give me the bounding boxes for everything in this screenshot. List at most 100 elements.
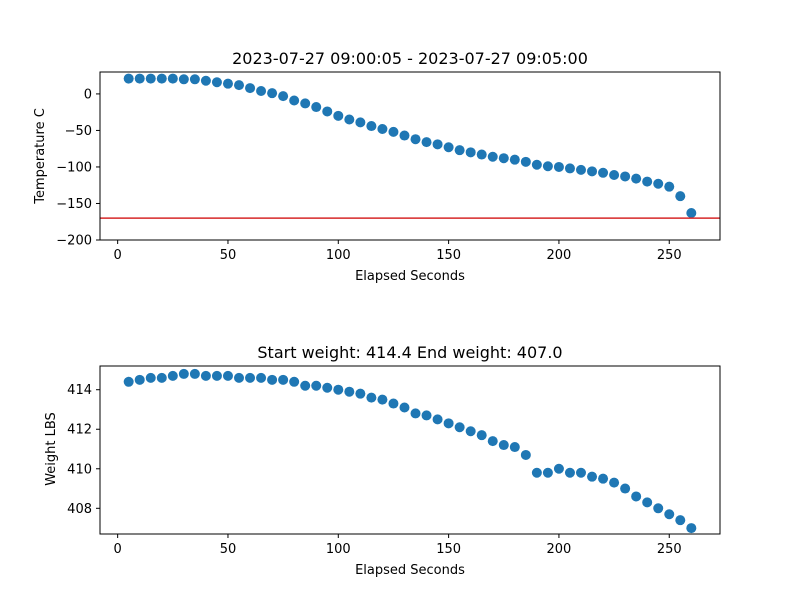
data-point	[410, 134, 421, 145]
y-tick-label: −100	[56, 160, 92, 175]
data-point	[145, 372, 156, 383]
data-point	[344, 386, 355, 397]
data-point	[256, 372, 267, 383]
data-point	[123, 376, 134, 387]
data-point	[355, 388, 366, 399]
data-point	[222, 78, 233, 89]
data-point	[520, 156, 531, 167]
data-point	[410, 408, 421, 419]
data-point	[564, 163, 575, 174]
data-point	[686, 207, 697, 218]
y-tick-label: 0	[84, 87, 92, 102]
data-point	[355, 117, 366, 128]
data-point	[487, 436, 498, 447]
y-tick-label: −50	[65, 124, 92, 139]
data-point	[399, 130, 410, 141]
data-point	[377, 123, 388, 134]
y-tick-label: 414	[67, 383, 92, 398]
data-point	[631, 491, 642, 502]
data-point	[333, 110, 344, 121]
x-tick-label: 100	[326, 248, 351, 263]
y-tick-label: −150	[56, 197, 92, 212]
data-point	[564, 467, 575, 478]
data-point	[189, 74, 200, 85]
data-point	[300, 380, 311, 391]
data-point	[432, 414, 443, 425]
data-point	[234, 80, 245, 91]
data-point	[664, 181, 675, 192]
data-point	[609, 169, 620, 180]
chart-title: Start weight: 414.4 End weight: 407.0	[257, 343, 562, 362]
data-point	[598, 473, 609, 484]
data-point	[211, 370, 222, 381]
data-point	[498, 153, 509, 164]
y-axis-label: Weight LBS	[44, 412, 59, 486]
data-point	[322, 382, 333, 393]
data-point	[587, 166, 598, 177]
data-point	[531, 467, 542, 478]
data-point	[289, 376, 300, 387]
data-point	[443, 142, 454, 153]
y-tick-label: 412	[67, 423, 92, 438]
data-point	[399, 402, 410, 413]
x-tick-label: 100	[326, 542, 351, 557]
data-point	[200, 75, 211, 86]
data-point	[664, 509, 675, 520]
y-tick-label: 408	[67, 502, 92, 517]
chart-title: 2023-07-27 09:00:05 - 2023-07-27 09:05:0…	[232, 49, 588, 68]
data-point	[145, 73, 156, 84]
x-axis-label: Elapsed Seconds	[355, 563, 465, 578]
data-point	[178, 368, 189, 379]
data-point	[553, 463, 564, 474]
x-tick-label: 200	[547, 542, 572, 557]
data-point	[653, 178, 664, 189]
x-axis-label: Elapsed Seconds	[355, 269, 465, 284]
x-tick-label: 150	[436, 542, 461, 557]
data-point	[598, 167, 609, 178]
data-point	[245, 372, 256, 383]
data-point	[234, 372, 245, 383]
data-point	[642, 497, 653, 508]
data-point	[443, 418, 454, 429]
data-point	[465, 147, 476, 158]
x-tick-label: 50	[220, 248, 237, 263]
data-point	[267, 88, 278, 99]
data-point	[123, 73, 134, 84]
data-point	[366, 121, 377, 132]
weight-chart: Start weight: 414.4 End weight: 407.0 El…	[44, 343, 721, 578]
data-point	[167, 370, 178, 381]
data-point	[520, 449, 531, 460]
x-tick-label: 50	[220, 542, 237, 557]
data-point	[675, 191, 686, 202]
data-point	[311, 380, 322, 391]
x-tick-label: 250	[657, 248, 682, 263]
x-tick-label: 0	[114, 248, 122, 263]
data-point	[167, 73, 178, 84]
data-point	[322, 106, 333, 117]
data-point	[487, 151, 498, 162]
data-point	[222, 370, 233, 381]
data-point	[686, 523, 697, 534]
data-point	[156, 372, 167, 383]
data-point	[509, 442, 520, 453]
data-point	[542, 467, 553, 478]
data-point	[575, 467, 586, 478]
data-point	[476, 149, 487, 160]
temperature-chart: 2023-07-27 09:00:05 - 2023-07-27 09:05:0…	[33, 49, 721, 284]
data-point	[587, 471, 598, 482]
data-point	[542, 161, 553, 172]
y-axis-label: Temperature C	[33, 108, 48, 205]
y-tick-label: 410	[67, 462, 92, 477]
x-tick-label: 150	[436, 248, 461, 263]
data-point	[377, 394, 388, 405]
data-point	[642, 176, 653, 187]
data-point	[189, 368, 200, 379]
y-tick-label: −200	[56, 234, 92, 249]
data-point	[311, 102, 322, 113]
data-point	[575, 164, 586, 175]
data-point	[267, 374, 278, 385]
data-point	[465, 426, 476, 437]
data-point	[256, 85, 267, 96]
data-point	[421, 137, 432, 148]
data-point	[631, 173, 642, 184]
